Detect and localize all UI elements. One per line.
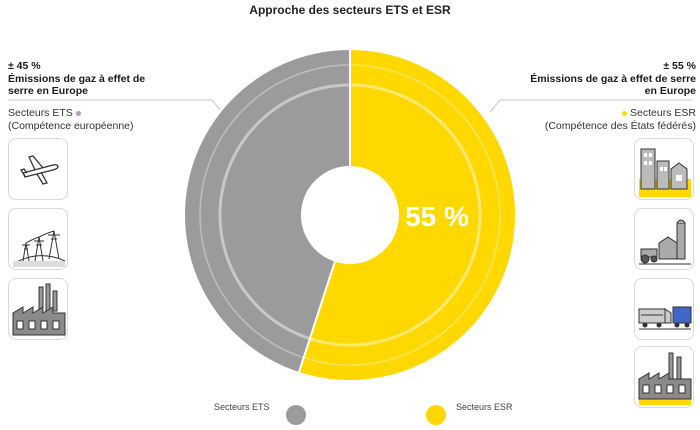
ets-percentage: ± 45 % [8,60,41,72]
pie-slice-esr [297,47,517,382]
pie-slice-ets [183,47,351,375]
donut-ring-1 [218,83,482,347]
esr-factory-card [634,346,694,408]
legend-label-esr: Secteurs ESR [456,402,513,412]
farm-card [634,208,694,270]
farm-icon [639,219,691,265]
buildings-icon [639,148,691,197]
power-lines-icon [12,230,66,267]
esr-headline: ± 55 % Émissions de gaz à effet de serre… [516,60,696,98]
ets-competence: (Compétence européenne) [8,120,134,132]
airplane-icon [19,155,59,185]
ets-sector-label: Secteurs ETS [8,107,73,119]
esr-sector-label: Secteurs ESR [630,107,696,119]
factory-icon [12,283,66,336]
left-connector-line [8,99,223,113]
donut-chart: 55 % [183,47,517,382]
factory-icon [638,352,692,405]
esr-sector-info: Secteurs ESR (Compétence des États fédér… [545,107,696,133]
chart-title: Approche des secteurs ETS et ESR [249,3,451,17]
ets-dot [75,110,81,116]
buildings-card [634,138,694,200]
ets-headline: ± 45 % Émissions de gaz à effet de serre… [8,60,168,98]
legend-dot-ets [286,405,306,425]
ets-sector-info: Secteurs ETS (Compétence européenne) [8,107,134,133]
train-truck-card [634,278,694,340]
factory-card [8,278,68,340]
legend-dot-esr [426,405,446,425]
train-truck-icon [638,306,692,330]
legend-label-ets: Secteurs ETS [214,402,270,412]
right-connector-line [489,99,692,113]
esr-dot [622,110,628,116]
esr-competence: (Compétence des États fédérés) [544,120,696,132]
esr-headline-text: Émissions de gaz à effet de serre en Eur… [530,72,696,98]
airplane-card [8,138,68,200]
power-lines-card [8,208,68,270]
esr-percentage: ± 55 % [663,60,696,72]
donut-ring-0 [199,64,501,366]
ets-headline-text: Émissions de gaz à effet de serre en Eur… [8,72,146,98]
center-label: 55 % [405,201,469,232]
